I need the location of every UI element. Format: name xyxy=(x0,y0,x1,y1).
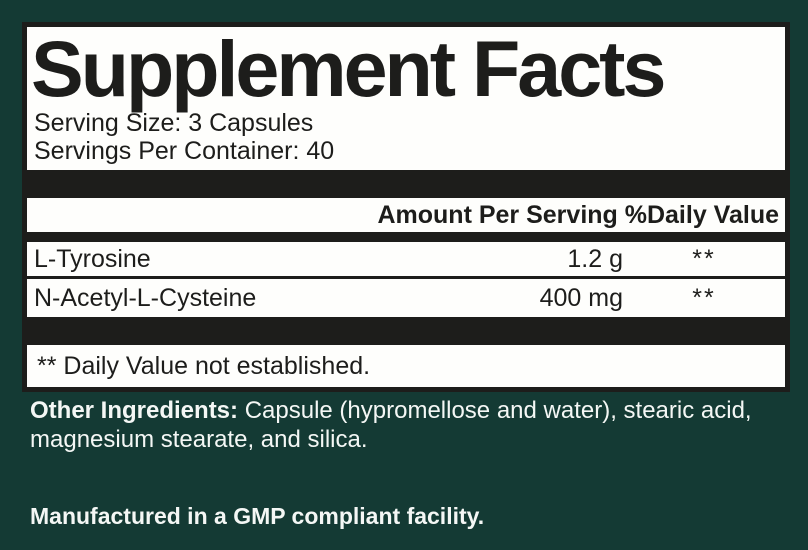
daily-value-footnote: ** Daily Value not established. xyxy=(37,352,371,380)
servings-per-container: Servings Per Container: 40 xyxy=(34,137,335,165)
serving-size: Serving Size: 3 Capsules xyxy=(34,109,314,137)
divider-bar-thick-bottom xyxy=(27,317,785,345)
divider-bar-thin xyxy=(27,232,785,242)
other-ingredients-text: Other Ingredients: Capsule (hypromellose… xyxy=(30,396,800,454)
panel-title: Supplement Facts xyxy=(31,24,666,113)
ingredient-amount: 1.2 g xyxy=(567,244,623,273)
other-ingredients-label: Other Ingredients: xyxy=(30,397,239,424)
column-header: Amount Per Serving %Daily Value xyxy=(377,201,779,229)
table-row: L-Tyrosine 1.2 g ** xyxy=(27,242,785,279)
ingredient-name: L-Tyrosine xyxy=(34,244,151,273)
ingredient-daily-value: ** xyxy=(692,283,716,312)
supplement-facts-panel: Supplement Facts Serving Size: 3 Capsule… xyxy=(22,22,790,392)
other-ingredients-line2: magnesium stearate, and silica. xyxy=(30,426,368,453)
table-row: N-Acetyl-L-Cysteine 400 mg ** xyxy=(27,279,785,317)
ingredient-daily-value: ** xyxy=(692,244,716,273)
manufactured-statement: Manufactured in a GMP compliant facility… xyxy=(30,503,485,529)
ingredient-name: N-Acetyl-L-Cysteine xyxy=(34,283,257,312)
divider-bar-thick-top xyxy=(27,170,785,198)
other-ingredients-line1: Capsule (hypromellose and water), steari… xyxy=(238,397,752,424)
ingredient-amount: 400 mg xyxy=(539,283,623,312)
